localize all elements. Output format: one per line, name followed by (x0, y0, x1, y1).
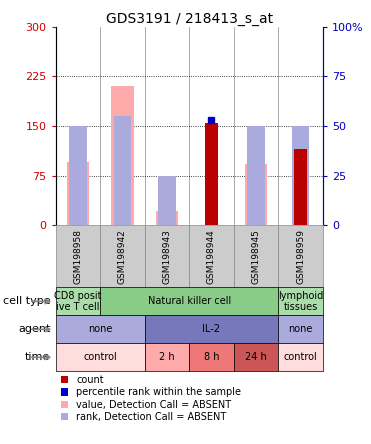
FancyBboxPatch shape (56, 343, 145, 371)
Text: time: time (25, 352, 50, 362)
Bar (114, 116, 131, 226)
Text: GSM198959: GSM198959 (296, 229, 305, 284)
Text: IL-2: IL-2 (203, 325, 220, 334)
Bar (69, 126, 87, 226)
Bar (245, 164, 267, 226)
FancyBboxPatch shape (145, 343, 189, 371)
Text: 2 h: 2 h (159, 352, 175, 362)
FancyBboxPatch shape (234, 343, 278, 371)
Title: GDS3191 / 218413_s_at: GDS3191 / 218413_s_at (106, 12, 273, 26)
Text: GSM198958: GSM198958 (73, 229, 82, 284)
Text: control: control (83, 352, 117, 362)
Bar (247, 126, 265, 226)
FancyBboxPatch shape (100, 287, 278, 315)
Bar (111, 86, 134, 226)
FancyBboxPatch shape (145, 226, 189, 287)
FancyBboxPatch shape (145, 315, 278, 343)
Text: GSM198944: GSM198944 (207, 229, 216, 284)
Text: lymphoid
tissues: lymphoid tissues (278, 291, 323, 312)
Text: cell type: cell type (3, 297, 50, 306)
FancyBboxPatch shape (100, 226, 145, 287)
Bar (67, 163, 89, 226)
FancyBboxPatch shape (189, 343, 234, 371)
Text: 24 h: 24 h (245, 352, 267, 362)
FancyBboxPatch shape (189, 226, 234, 287)
FancyBboxPatch shape (278, 315, 323, 343)
Bar (205, 123, 218, 226)
Bar (158, 176, 176, 226)
Text: 8 h: 8 h (204, 352, 219, 362)
FancyBboxPatch shape (278, 226, 323, 287)
FancyBboxPatch shape (56, 315, 145, 343)
FancyBboxPatch shape (278, 287, 323, 315)
Bar (294, 149, 307, 226)
Text: none: none (288, 325, 313, 334)
FancyBboxPatch shape (234, 226, 278, 287)
Text: GSM198943: GSM198943 (162, 229, 171, 284)
Text: agent: agent (18, 325, 50, 334)
Text: CD8 posit
ive T cell: CD8 posit ive T cell (54, 291, 102, 312)
FancyBboxPatch shape (56, 226, 100, 287)
Legend: count, percentile rank within the sample, value, Detection Call = ABSENT, rank, : count, percentile rank within the sample… (60, 375, 241, 422)
Text: control: control (284, 352, 317, 362)
Text: GSM198942: GSM198942 (118, 229, 127, 284)
Text: GSM198945: GSM198945 (252, 229, 260, 284)
Text: Natural killer cell: Natural killer cell (148, 297, 231, 306)
FancyBboxPatch shape (278, 343, 323, 371)
Text: none: none (88, 325, 112, 334)
Bar (292, 126, 309, 226)
FancyBboxPatch shape (56, 287, 100, 315)
Bar (156, 211, 178, 226)
